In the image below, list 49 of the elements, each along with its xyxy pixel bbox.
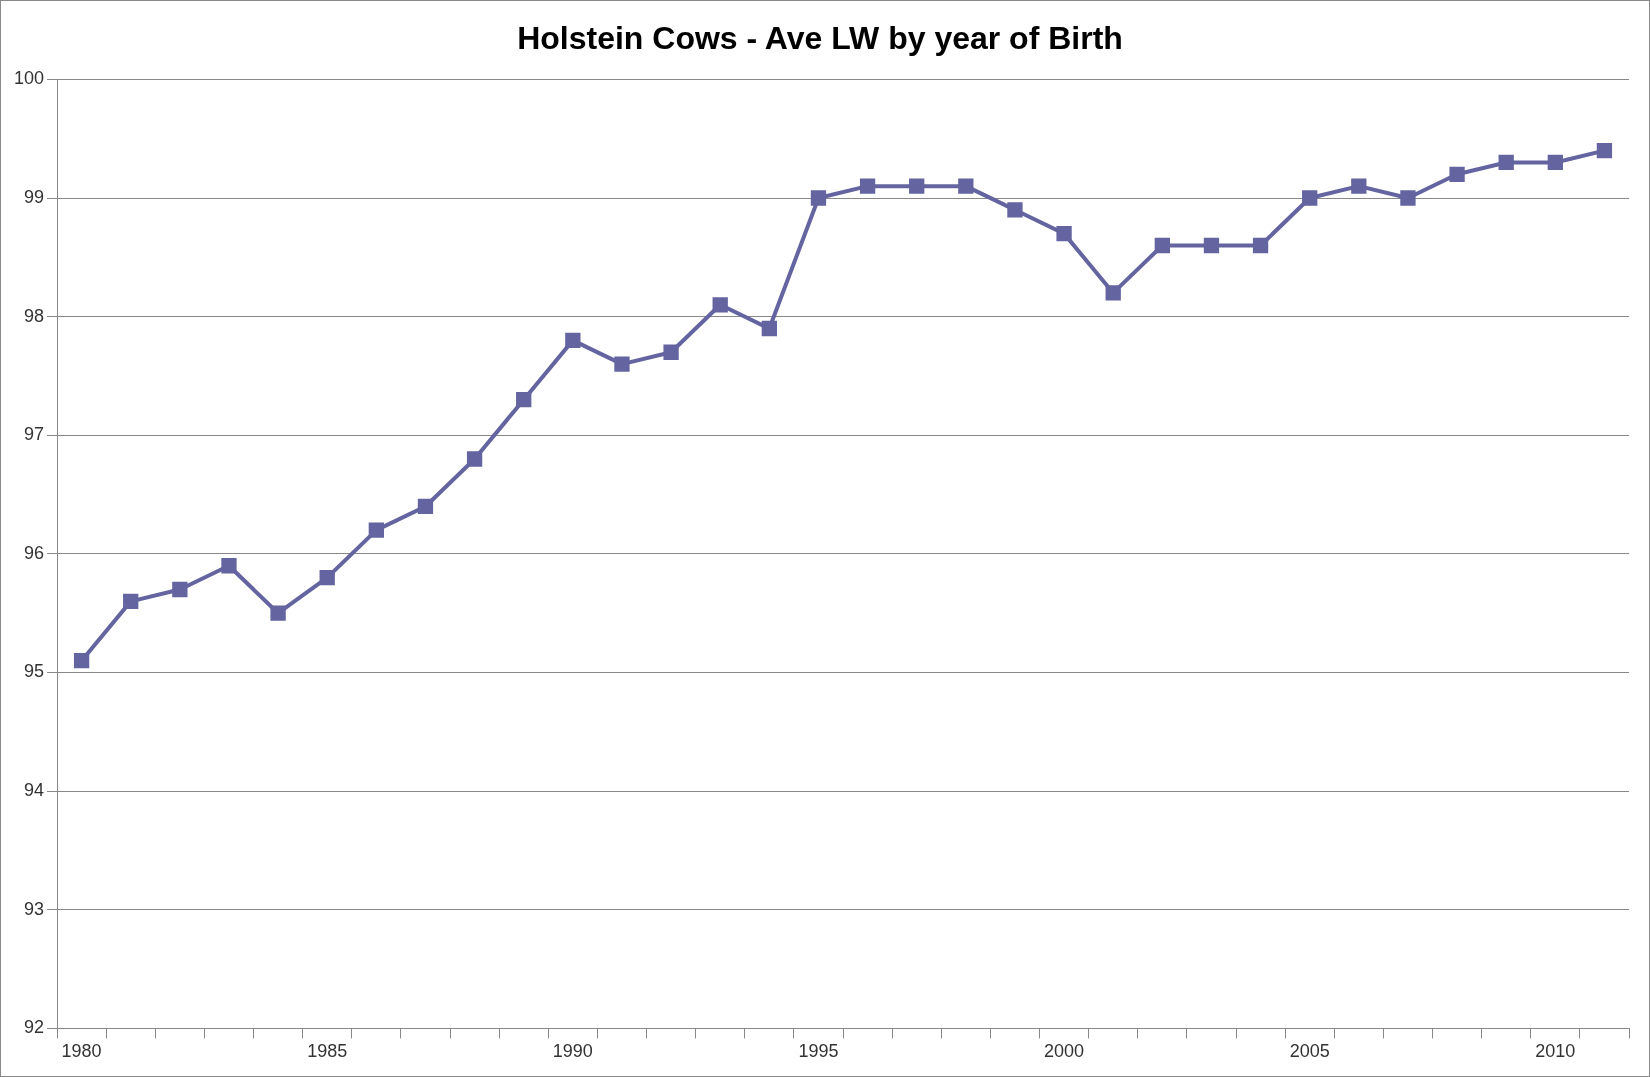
point [712, 297, 728, 313]
point [614, 356, 630, 372]
point [761, 320, 777, 337]
point [810, 190, 827, 206]
point [73, 653, 90, 669]
y-tick-label: 96 [24, 542, 45, 563]
chart-title: Holstein Cows - Ave LW by year of Birth [517, 20, 1123, 57]
point [565, 332, 581, 349]
point [270, 605, 286, 621]
x-tick-label: 2010 [1535, 1041, 1576, 1062]
point [1302, 190, 1318, 206]
x-tick-label: 1995 [798, 1041, 839, 1062]
y-tick-label: 98 [24, 305, 45, 326]
point [1203, 237, 1220, 254]
point [1252, 237, 1269, 254]
point [1351, 178, 1367, 194]
point [859, 178, 876, 194]
y-tick-label: 93 [24, 898, 45, 919]
x-tick-label: 2005 [1289, 1041, 1330, 1062]
point [417, 498, 434, 515]
point [1105, 285, 1121, 301]
y-tick-label: 92 [24, 1017, 45, 1038]
point [221, 558, 237, 574]
y-tick-label: 95 [24, 661, 45, 682]
point [1596, 142, 1613, 159]
point [1056, 225, 1072, 242]
y-tick-label: 99 [24, 186, 45, 207]
y-tick-label: 100 [13, 68, 45, 89]
point [123, 593, 139, 610]
x-tick-label: 1980 [61, 1041, 102, 1062]
x-tick-label: 1985 [307, 1041, 348, 1062]
point [368, 522, 384, 538]
point [958, 178, 974, 194]
point [1007, 202, 1023, 218]
y-tick-label: 94 [24, 780, 45, 801]
x-tick-label: 2000 [1044, 1041, 1085, 1062]
point [1547, 154, 1563, 171]
point [909, 178, 925, 194]
point [516, 392, 532, 408]
point [1449, 166, 1465, 182]
point [1498, 154, 1514, 171]
x-tick-label: 1990 [552, 1041, 593, 1062]
point [466, 451, 483, 467]
point [663, 344, 679, 360]
point [172, 581, 188, 598]
point [319, 569, 335, 586]
y-tick-label: 97 [24, 424, 45, 445]
point [1400, 190, 1416, 206]
point [1154, 237, 1170, 254]
